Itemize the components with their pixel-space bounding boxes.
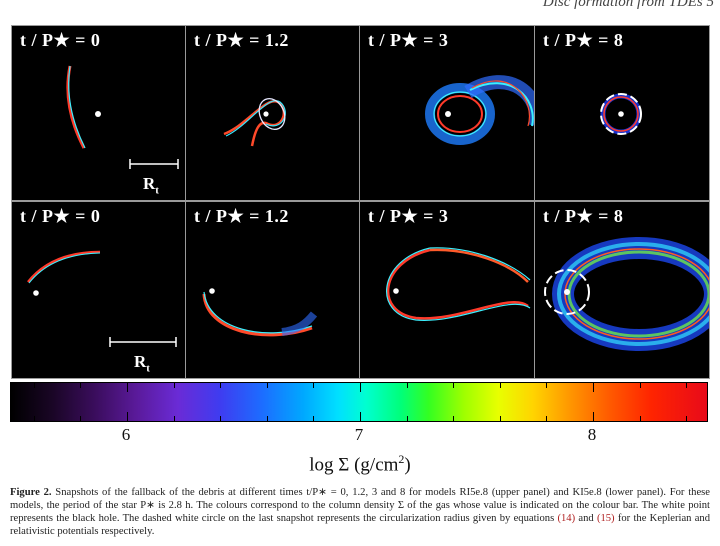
colorbar-tick: [313, 383, 314, 388]
debris-plot: [600, 93, 642, 135]
colorbar-tick: [407, 383, 408, 388]
scale-bar-label: Rt: [134, 352, 150, 375]
colorbar-tick: [640, 383, 641, 388]
black-hole-point: [33, 290, 39, 296]
debris-plot: [223, 97, 286, 147]
colorbar-tick: [453, 416, 454, 421]
scale-bar-label: Rt: [143, 174, 159, 197]
colorbar-tick: [313, 416, 314, 421]
colorbar-tick: [686, 383, 687, 388]
colorbar-tick: [80, 383, 81, 388]
panel-time-label: t / P★ = 3: [368, 206, 449, 226]
colorbar-tick: [500, 416, 501, 421]
colorbar-tick: [360, 412, 361, 421]
colorbar-tick: [267, 383, 268, 388]
colorbar-tick: [593, 383, 594, 392]
debris-plot: [27, 250, 177, 347]
circularization-circle: [600, 93, 642, 135]
colorbar-tick-label: 7: [354, 425, 364, 444]
black-hole-point: [445, 111, 451, 117]
colorbar-tick: [407, 416, 408, 421]
colorbar-tick-label: 8: [587, 425, 597, 444]
black-hole-point: [564, 289, 570, 295]
colorbar-tick: [174, 416, 175, 421]
colorbar-tick: [360, 383, 361, 392]
panel-time-label: t / P★ = 1.2: [194, 30, 289, 50]
black-hole-point: [209, 288, 215, 294]
black-hole-point: [263, 111, 269, 117]
panel-bottom-2: t / P★ = 1.2: [185, 201, 360, 379]
colorbar-tick: [686, 416, 687, 421]
panel-time-label: t / P★ = 0: [20, 206, 101, 226]
debris-plot: [66, 65, 179, 169]
debris-plot: [425, 75, 534, 145]
black-hole-point: [393, 288, 399, 294]
colorbar-tick: [174, 383, 175, 388]
panel-bottom-4: t / P★ = 8: [534, 201, 710, 379]
colorbar-tick: [220, 383, 221, 388]
panel-top-3: t / P★ = 3: [359, 25, 535, 201]
figure-number: Figure 2.: [10, 487, 52, 498]
panel-top-2: t / P★ = 1.2: [185, 25, 360, 201]
black-hole-point: [95, 111, 101, 117]
panel-time-label: t / P★ = 8: [543, 206, 624, 226]
debris-plot: [386, 247, 531, 321]
colorbar-tick: [453, 383, 454, 388]
colorbar-tick: [80, 416, 81, 421]
debris-plot: [202, 288, 318, 337]
colorbar-tick-label: 6: [121, 425, 131, 444]
colorbar-tick: [220, 416, 221, 421]
panel-top-1: t / P★ = 0 Rt: [11, 25, 186, 201]
debris-plot: [544, 237, 709, 351]
circularization-circle: [544, 269, 590, 315]
colorbar-tick: [267, 416, 268, 421]
colorbar: [10, 382, 708, 422]
running-head: Disc formation from TDEs 5: [542, 0, 714, 10]
panel-time-label: t / P★ = 1.2: [194, 206, 289, 226]
panel-time-label: t / P★ = 0: [20, 30, 101, 50]
colorbar-tick: [546, 416, 547, 421]
panel-time-label: t / P★ = 3: [368, 30, 449, 50]
colorbar-tick: [127, 412, 128, 421]
colorbar-tick: [127, 383, 128, 392]
black-hole-point: [618, 111, 624, 117]
colorbar-tick: [593, 412, 594, 421]
colorbar-tick: [500, 383, 501, 388]
panel-bottom-1: t / P★ = 0 Rt: [11, 201, 186, 379]
panel-time-label: t / P★ = 8: [543, 30, 624, 50]
colorbar-tick: [640, 416, 641, 421]
panel-bottom-3: t / P★ = 3: [359, 201, 535, 379]
equation-ref-link[interactable]: (15): [596, 513, 615, 524]
colorbar-tick: [34, 416, 35, 421]
colorbar-tick: [546, 383, 547, 388]
colorbar-axis-label: log Σ (g/cm2): [309, 452, 411, 476]
figure-grid: t / P★ = 0 Rt t / P★ = 1.2 t / P★ = 3: [11, 25, 710, 379]
panel-top-4: t / P★ = 8: [534, 25, 710, 201]
equation-ref-link[interactable]: (14): [557, 513, 576, 524]
figure-caption: Figure 2. Snapshots of the fallback of t…: [10, 487, 710, 537]
colorbar-tick: [34, 383, 35, 388]
